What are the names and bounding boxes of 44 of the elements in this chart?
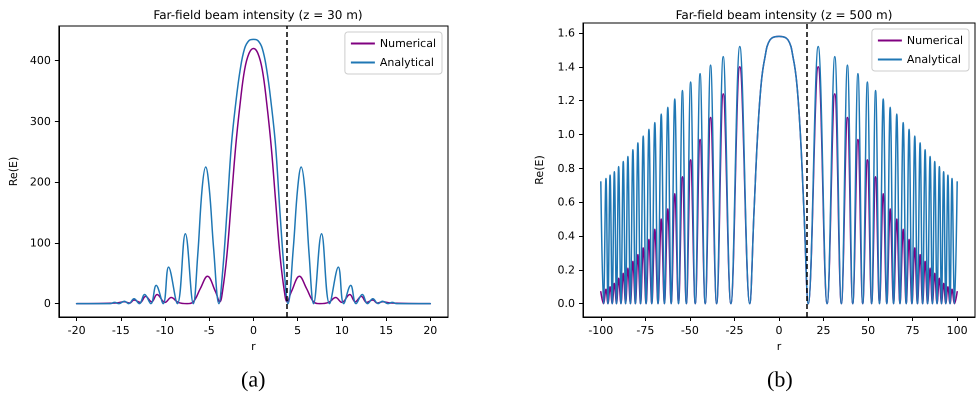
x-tick-label: 10 <box>334 324 349 337</box>
x-tick-label: 0 <box>776 324 782 337</box>
x-tick-label: 15 <box>379 324 394 337</box>
x-axis-title: r <box>776 340 782 353</box>
legend-label: Numerical <box>906 34 964 47</box>
x-tick-label: -50 <box>680 324 699 337</box>
x-tick-label: -15 <box>112 324 130 337</box>
x-tick-label: -5 <box>204 324 215 337</box>
y-tick-label: 400 <box>30 54 51 68</box>
x-tick-label: 100 <box>946 324 968 337</box>
x-tick-label: 5 <box>294 324 302 337</box>
y-tick-label: 0.4 <box>558 229 575 242</box>
y-tick-label: 1.4 <box>558 60 575 74</box>
x-tick-label: -10 <box>156 324 174 337</box>
x-axis-title: r <box>251 340 256 353</box>
x-tick-label: 20 <box>423 324 438 337</box>
y-axis-title: Re(E) <box>533 155 546 185</box>
chart-title: Far-field beam intensity (z = 30 m) <box>153 8 363 22</box>
x-tick-label: 50 <box>861 324 876 337</box>
chart-title: Far-field beam intensity (z = 500 m) <box>676 8 892 22</box>
x-tick-label: -25 <box>725 324 744 337</box>
x-tick-label: -100 <box>588 324 614 337</box>
y-tick-label: 200 <box>30 176 51 189</box>
legend-label: Analytical <box>380 56 434 69</box>
y-tick-label: 0.0 <box>558 297 575 310</box>
text: (a) <box>241 366 266 392</box>
y-tick-label: 0 <box>44 297 51 310</box>
y-tick-label: 0.6 <box>558 196 575 209</box>
x-tick-label: -20 <box>68 324 86 337</box>
y-tick-label: 0.8 <box>558 162 575 175</box>
y-tick-label: 1.0 <box>558 128 575 141</box>
y-tick-label: 100 <box>30 236 51 250</box>
y-tick-label: 0.2 <box>558 263 575 276</box>
y-tick-label: 300 <box>30 114 51 128</box>
legend-label: Numerical <box>380 37 436 50</box>
text: (b) <box>767 366 793 392</box>
legend-label: Analytical <box>906 53 961 66</box>
x-tick-label: 75 <box>906 324 920 337</box>
y-tick-label: 1.2 <box>558 94 575 108</box>
x-tick-label: 25 <box>816 324 831 337</box>
y-tick-label: 1.6 <box>558 26 575 40</box>
y-axis-title: Re(E) <box>7 156 20 186</box>
x-tick-label: 0 <box>250 324 257 337</box>
x-tick-label: -75 <box>636 324 654 337</box>
